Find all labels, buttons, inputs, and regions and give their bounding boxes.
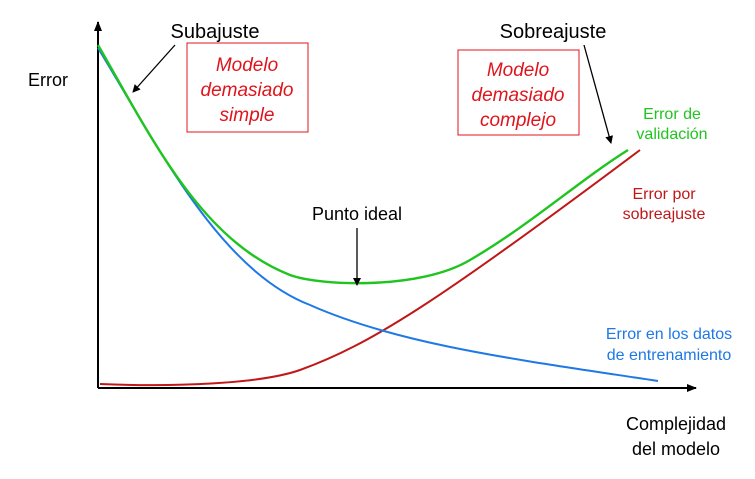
y-axis-label: Error [28, 70, 68, 90]
underfit-label: Subajuste [171, 21, 260, 43]
complex-box-line3: complejo [480, 110, 556, 131]
complex-box-line1: Modelo [487, 60, 549, 81]
overfit-error-label-line2: sobreajuste [623, 206, 706, 223]
simple-box-line1: Modelo [216, 55, 278, 76]
overfit-error-label-line1: Error por [632, 186, 696, 203]
complex-box-line2: demasiado [472, 85, 565, 106]
simple-box-line2: demasiado [201, 80, 294, 101]
validation-error-curve [96, 44, 629, 285]
complex-model-box [457, 49, 580, 136]
overfit-arrow [583, 44, 613, 144]
x-axis-label-line2: del modelo [632, 439, 720, 459]
validation-label-line1: Error de [643, 106, 701, 123]
underfit-arrow [132, 44, 176, 93]
training-label-line2: de entrenamiento [607, 347, 732, 364]
ideal-point-label: Punto ideal [312, 204, 402, 224]
simple-box-line3: simple [220, 105, 275, 126]
simple-model-box [186, 42, 309, 133]
validation-label-line2: validación [636, 126, 707, 143]
overfit-error-curve [99, 149, 641, 387]
training-label-line1: Error en los datos [606, 326, 732, 343]
overfit-label: Sobreajuste [500, 21, 607, 43]
x-axis-label-line1: Complejidad [626, 414, 726, 434]
